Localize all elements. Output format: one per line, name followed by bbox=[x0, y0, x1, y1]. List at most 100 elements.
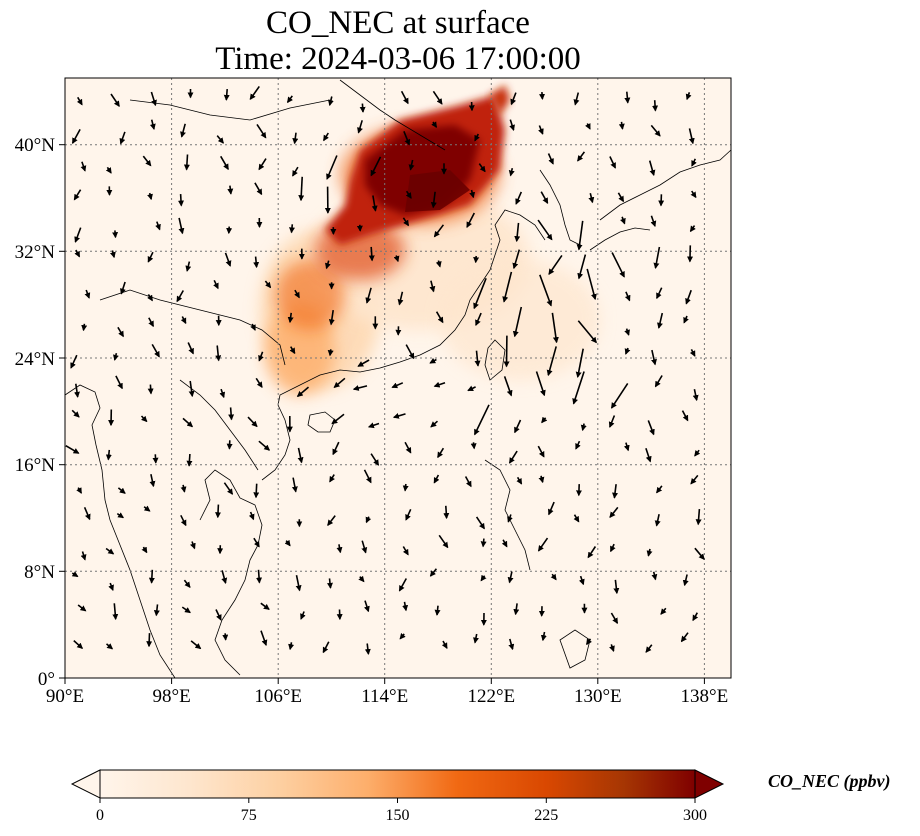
wind-vector-arrow bbox=[260, 630, 268, 647]
wind-vector-arrow bbox=[178, 194, 184, 207]
wind-vector-arrow bbox=[480, 574, 487, 582]
wind-vector-arrow bbox=[430, 420, 439, 428]
wind-vector-arrow bbox=[613, 579, 620, 595]
wind-vector-arrow bbox=[429, 357, 437, 364]
wind-vector-arrow bbox=[219, 388, 226, 399]
wind-vector-arrow bbox=[258, 440, 271, 451]
wind-vector-arrow bbox=[223, 89, 230, 101]
wind-vector-arrow bbox=[645, 447, 652, 463]
wind-vector-arrow bbox=[227, 185, 234, 195]
wind-vector-arrow bbox=[148, 569, 155, 584]
wind-vector-arrow bbox=[514, 419, 522, 434]
wind-vector-arrow bbox=[365, 516, 372, 524]
wind-vector-arrow bbox=[363, 469, 372, 484]
wind-vector-arrow bbox=[119, 131, 126, 145]
wind-vector-arrow bbox=[216, 135, 224, 144]
wind-vector-arrow bbox=[180, 123, 186, 138]
wind-vector-arrow bbox=[624, 91, 631, 104]
wind-vector-arrow bbox=[76, 96, 83, 106]
wind-vector-arrow bbox=[117, 487, 126, 494]
wind-vector-arrow bbox=[324, 260, 331, 270]
wind-vector-arrow bbox=[143, 505, 151, 512]
wind-vector-arrow bbox=[288, 642, 295, 651]
wind-vector-arrow bbox=[608, 415, 616, 428]
wind-vector-arrow bbox=[190, 640, 202, 650]
wind-vector-arrow bbox=[215, 345, 222, 362]
wind-vector-arrow bbox=[105, 547, 115, 555]
wind-vector-arrow bbox=[358, 575, 365, 583]
wind-vector-arrow bbox=[501, 539, 508, 548]
wind-vector-arrow bbox=[327, 515, 336, 526]
wind-vector-arrow bbox=[213, 279, 219, 290]
wind-vector-arrow bbox=[149, 119, 156, 130]
wind-vector-arrow bbox=[292, 166, 299, 177]
wind-vector-arrow bbox=[393, 255, 400, 263]
wind-vector-arrow bbox=[611, 252, 625, 278]
wind-vector-arrow bbox=[254, 182, 263, 196]
wind-vector-arrow bbox=[577, 320, 597, 344]
wind-vector-arrow bbox=[228, 407, 235, 421]
wind-vector-arrow bbox=[256, 123, 267, 139]
wind-vector-arrow bbox=[651, 571, 658, 581]
wind-vector-arrow bbox=[185, 261, 192, 272]
wind-vector-arrow bbox=[540, 191, 549, 204]
wind-vector-arrow bbox=[71, 571, 79, 578]
wind-vector-arrow bbox=[284, 539, 291, 547]
wind-vector-arrow bbox=[119, 281, 126, 295]
wind-vector-arrow bbox=[258, 158, 267, 171]
wind-vector-arrow bbox=[146, 633, 153, 648]
wind-vector-arrow bbox=[328, 309, 335, 326]
wind-vector-arrow bbox=[115, 375, 123, 390]
wind-vector-arrow bbox=[105, 449, 112, 461]
wind-vector-arrow bbox=[147, 192, 153, 201]
wind-vector-arrow bbox=[224, 252, 232, 267]
wind-vector-arrow bbox=[141, 546, 148, 554]
wind-vector-arrow bbox=[681, 410, 689, 422]
wind-vector-arrow bbox=[654, 375, 663, 388]
wind-vector-arrow bbox=[508, 168, 515, 177]
wind-vector-arrow bbox=[71, 129, 81, 144]
wind-vector-arrow bbox=[327, 349, 334, 357]
wind-vector-arrow bbox=[400, 90, 409, 105]
wind-vector-arrow bbox=[689, 225, 696, 233]
wind-vector-arrow bbox=[650, 215, 657, 228]
wind-vector-arrow bbox=[432, 90, 443, 105]
wind-vector-arrow bbox=[357, 120, 363, 134]
wind-vector-arrow bbox=[150, 91, 157, 107]
lat-tick-label: 40°N bbox=[15, 135, 56, 156]
wind-vector-arrow bbox=[507, 514, 513, 523]
wind-vector-arrow bbox=[248, 511, 255, 521]
wind-vector-arrow bbox=[405, 508, 412, 521]
wind-vector-arrow bbox=[660, 607, 667, 615]
wind-vector-arrow bbox=[253, 256, 260, 269]
wind-vector-arrow bbox=[151, 344, 160, 358]
wind-vector-arrow bbox=[221, 570, 228, 584]
wind-vector-arrow bbox=[624, 328, 630, 336]
wind-vector-arrow bbox=[548, 254, 563, 276]
wind-vector-arrow bbox=[656, 485, 663, 494]
wind-vector-arrow bbox=[438, 534, 449, 549]
colorbar-tick-label: 75 bbox=[241, 807, 257, 824]
wind-vector-arrow bbox=[336, 544, 343, 554]
wind-vector-arrow bbox=[178, 217, 185, 235]
wind-vector-arrow bbox=[65, 445, 80, 454]
wind-vector-arrow bbox=[361, 540, 368, 554]
lat-tick-label: 8°N bbox=[24, 562, 55, 583]
wind-vector-arrow bbox=[181, 606, 191, 614]
wind-vector-arrow bbox=[572, 371, 585, 405]
wind-vector-arrow bbox=[475, 516, 485, 530]
wind-vector-arrow bbox=[80, 551, 87, 561]
wind-vector-arrow bbox=[547, 153, 554, 165]
wind-vector-arrow bbox=[508, 638, 515, 651]
wind-vector-arrow bbox=[473, 404, 490, 436]
wind-vector-arrow bbox=[539, 274, 553, 307]
wind-vector-arrow bbox=[357, 359, 370, 367]
wind-vector-arrow bbox=[509, 119, 515, 131]
lon-tick-label: 90°E bbox=[46, 686, 84, 707]
wind-vector-arrow bbox=[550, 573, 557, 581]
wind-vector-arrow bbox=[291, 477, 298, 493]
lat-tick-label: 0° bbox=[38, 669, 55, 690]
wind-vector-arrow bbox=[180, 514, 187, 527]
wind-vector-arrow bbox=[653, 246, 661, 269]
